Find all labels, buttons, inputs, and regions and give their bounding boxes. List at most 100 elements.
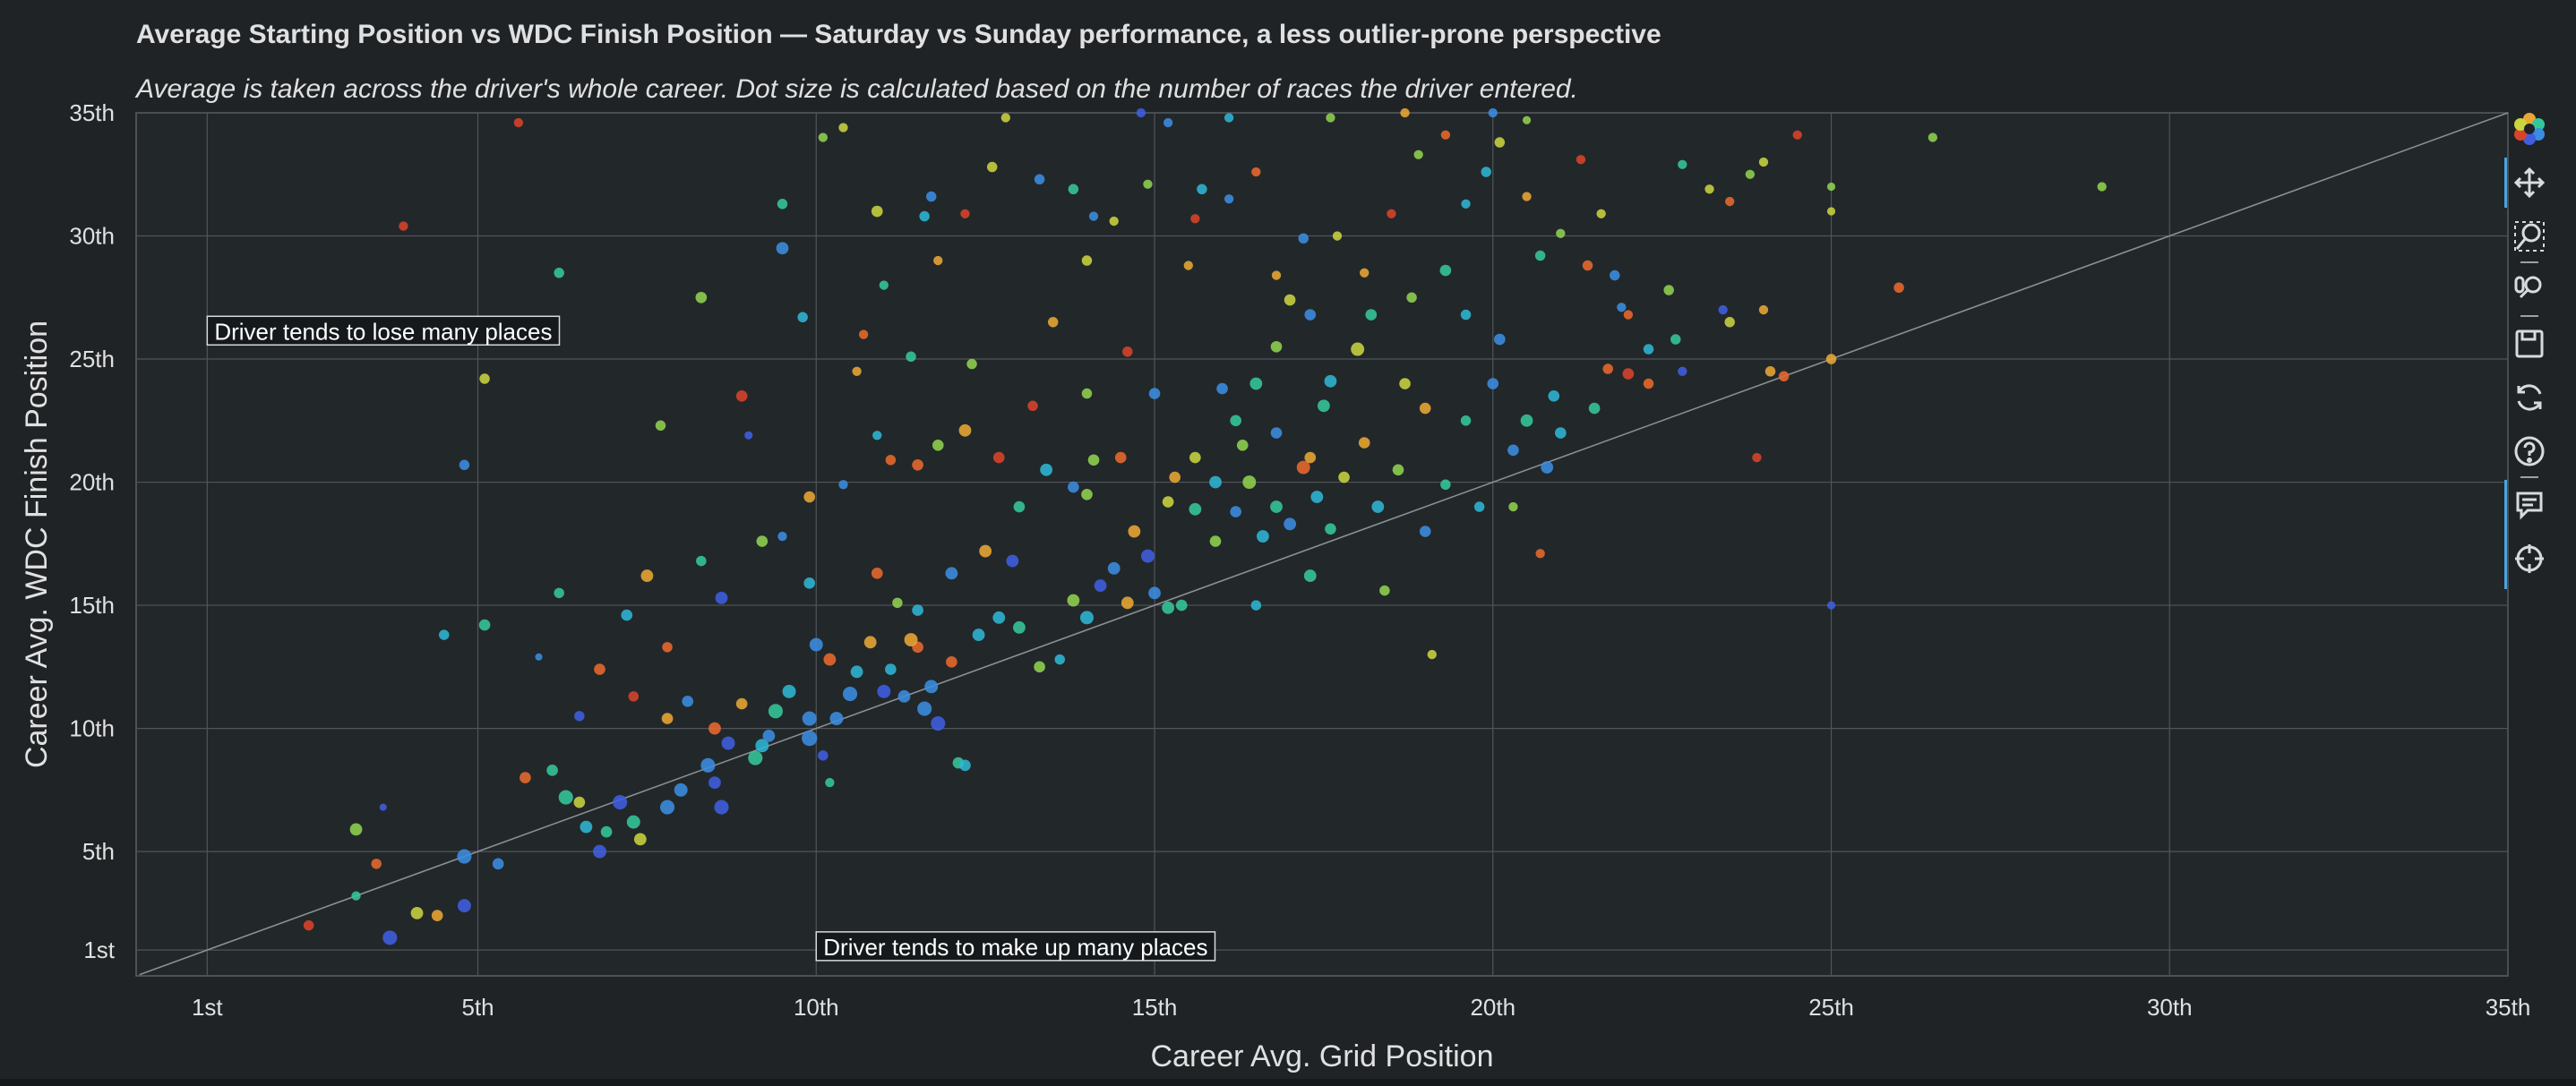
reference-diagonal-line bbox=[139, 112, 2509, 976]
data-point bbox=[457, 849, 472, 864]
annotation-box: Driver tends to make up many places bbox=[815, 931, 1216, 962]
data-point bbox=[1358, 437, 1370, 449]
data-point bbox=[594, 663, 605, 675]
data-point bbox=[925, 191, 937, 202]
data-point bbox=[782, 684, 796, 698]
data-point bbox=[858, 329, 869, 339]
data-point bbox=[715, 591, 728, 604]
data-point bbox=[303, 919, 314, 931]
grid-lines bbox=[136, 112, 2509, 976]
data-point bbox=[1494, 137, 1506, 148]
reset-tool-button[interactable] bbox=[2510, 378, 2549, 417]
x-tick-label: 10th bbox=[794, 994, 839, 1021]
data-point bbox=[1493, 333, 1506, 346]
data-point bbox=[1338, 471, 1350, 483]
x-tick-label: 30th bbox=[2147, 994, 2193, 1021]
annotation-frame bbox=[206, 315, 561, 346]
data-point bbox=[1209, 475, 1222, 489]
data-point bbox=[1081, 488, 1093, 500]
data-point bbox=[1296, 460, 1310, 475]
y-tick-label: 20th bbox=[69, 469, 115, 496]
data-point bbox=[1250, 600, 1262, 611]
data-point bbox=[535, 653, 543, 661]
data-point bbox=[885, 455, 897, 466]
data-point bbox=[573, 796, 586, 808]
data-point bbox=[1582, 260, 1593, 271]
data-point bbox=[1270, 340, 1283, 353]
data-point bbox=[1209, 535, 1222, 547]
data-point bbox=[613, 795, 628, 810]
y-tick-label: 30th bbox=[69, 223, 115, 250]
data-point bbox=[1236, 439, 1249, 451]
data-point bbox=[823, 653, 837, 666]
data-point bbox=[1678, 366, 1687, 376]
data-point bbox=[1163, 117, 1173, 128]
data-point bbox=[1094, 579, 1107, 592]
x-axis-ticks: 1st 5th 10th 15th 20th 25th 30th 35th bbox=[192, 994, 2530, 1021]
data-point bbox=[838, 480, 848, 490]
data-point bbox=[932, 439, 944, 451]
data-point bbox=[1602, 363, 1613, 374]
data-point bbox=[871, 567, 883, 579]
data-point bbox=[1399, 378, 1411, 389]
data-point bbox=[825, 777, 835, 788]
data-point bbox=[2097, 182, 2107, 192]
data-point bbox=[1522, 192, 1532, 201]
data-point bbox=[1596, 209, 1606, 218]
data-point bbox=[877, 684, 891, 698]
data-point bbox=[1379, 585, 1390, 596]
bokeh-logo[interactable] bbox=[2510, 109, 2549, 149]
data-point bbox=[1440, 130, 1451, 140]
crosshair-tool-button[interactable] bbox=[2510, 539, 2549, 578]
annotation-box: Driver tends to lose many places bbox=[206, 315, 561, 346]
pan-tool-button[interactable] bbox=[2510, 163, 2549, 202]
crosshair-icon bbox=[2515, 544, 2544, 573]
data-point bbox=[1310, 491, 1324, 503]
data-point bbox=[802, 730, 818, 747]
data-point bbox=[1114, 451, 1127, 464]
data-point bbox=[479, 373, 490, 384]
data-point bbox=[1487, 378, 1499, 389]
data-point bbox=[640, 569, 654, 582]
data-point bbox=[924, 680, 939, 694]
x-tick-label: 20th bbox=[1470, 994, 1516, 1021]
active-tool-indicator bbox=[2504, 158, 2507, 208]
wheel-zoom-tool-button[interactable] bbox=[2510, 270, 2549, 310]
data-point bbox=[842, 687, 858, 702]
data-point bbox=[1724, 317, 1735, 328]
data-point bbox=[1027, 400, 1038, 412]
data-point bbox=[879, 280, 889, 290]
box-zoom-tool-button[interactable] bbox=[2510, 217, 2549, 256]
data-point bbox=[979, 544, 992, 558]
x-tick-label: 15th bbox=[1132, 994, 1178, 1021]
data-point bbox=[1271, 270, 1282, 280]
data-point bbox=[708, 776, 721, 789]
data-point bbox=[904, 633, 918, 647]
data-point bbox=[1576, 155, 1586, 165]
data-point bbox=[1122, 346, 1133, 357]
hover-tool-button[interactable] bbox=[2510, 485, 2549, 525]
data-point bbox=[872, 431, 882, 440]
data-point bbox=[1826, 601, 1836, 610]
data-point bbox=[379, 803, 387, 811]
data-point bbox=[1143, 179, 1153, 189]
data-point bbox=[1758, 157, 1769, 167]
save-tool-button[interactable] bbox=[2510, 324, 2549, 363]
data-point bbox=[1081, 388, 1093, 399]
data-point bbox=[1136, 107, 1146, 118]
hover-icon bbox=[2516, 492, 2543, 520]
data-point bbox=[371, 859, 382, 869]
data-point bbox=[661, 713, 674, 724]
data-point bbox=[1826, 207, 1836, 216]
data-point bbox=[912, 458, 923, 471]
data-point bbox=[735, 389, 748, 402]
data-point bbox=[933, 255, 943, 266]
annotations: Driver tends to lose many places Driver t… bbox=[206, 315, 1216, 962]
data-point bbox=[1778, 371, 1790, 382]
data-point bbox=[1284, 517, 1297, 531]
data-point bbox=[574, 711, 585, 722]
help-tool-button[interactable] bbox=[2510, 432, 2549, 471]
data-point bbox=[1670, 334, 1681, 345]
